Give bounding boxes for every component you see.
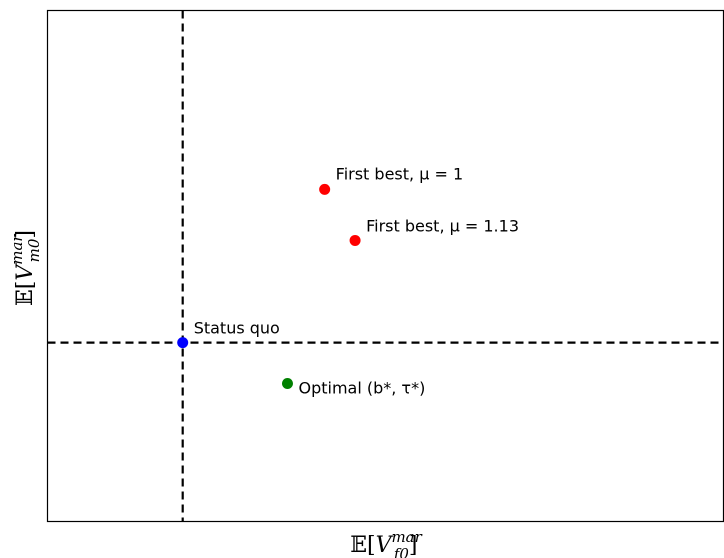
point-label-optimal: Optimal (b*, τ*) bbox=[298, 379, 425, 398]
point-label-status-quo: Status quo bbox=[194, 319, 280, 338]
plot-frame bbox=[46, 9, 724, 523]
point-first-best-mu-1 bbox=[319, 183, 331, 195]
data-points: Status quo Optimal (b*, τ*) First best, μ … bbox=[177, 164, 519, 398]
x-axis-label: 𝔼[Vmar f0] bbox=[350, 528, 422, 558]
point-first-best-mu-113 bbox=[349, 234, 361, 246]
point-label-first-best-mu-113: First best, μ = 1.13 bbox=[366, 216, 519, 235]
point-status-quo bbox=[177, 337, 189, 349]
y-axis-label: 𝔼[Vmarm0] bbox=[8, 230, 43, 306]
point-optimal bbox=[281, 378, 293, 390]
point-label-first-best-mu-1: First best, μ = 1 bbox=[336, 164, 463, 183]
